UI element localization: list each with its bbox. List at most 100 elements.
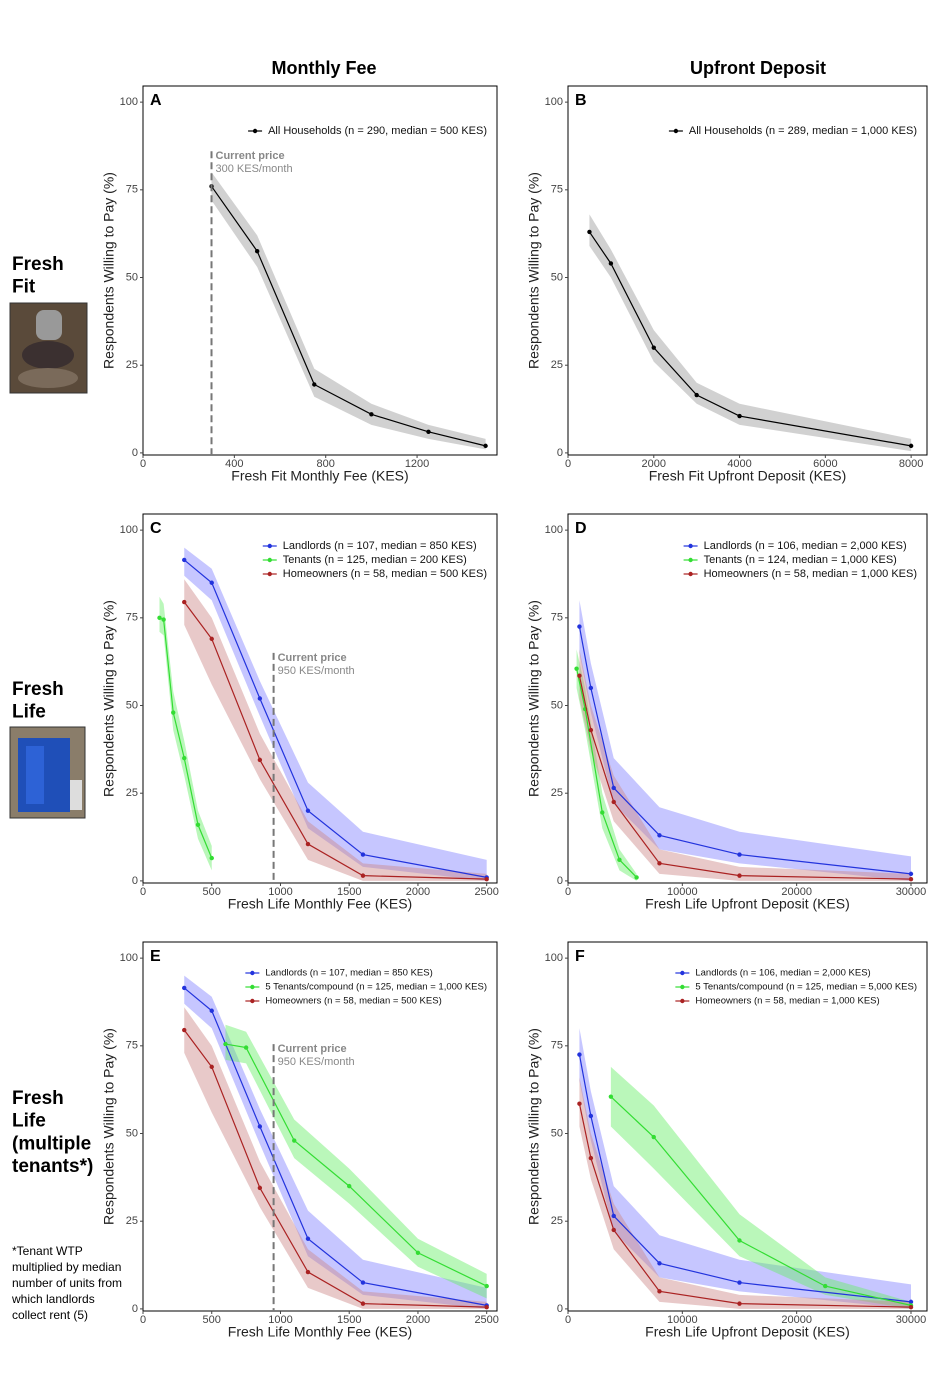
point bbox=[223, 1041, 228, 1047]
y-axis-label: Respondents Willing to Pay (%) bbox=[101, 1028, 117, 1225]
point bbox=[694, 392, 699, 398]
legend: Landlords (n = 107, median = 850 KES) Ten… bbox=[262, 540, 487, 580]
legend-label: Landlords (n = 107, median = 850 KES) bbox=[283, 540, 477, 552]
point bbox=[608, 1094, 614, 1099]
legend: Landlords (n = 106, median = 2,000 KES) 5… bbox=[675, 968, 917, 1007]
column-title: Upfront Deposit bbox=[690, 58, 826, 78]
y-tick-label: 75 bbox=[126, 184, 138, 196]
point bbox=[577, 624, 582, 629]
x-tick-label: 500 bbox=[203, 1314, 221, 1326]
point bbox=[415, 1250, 421, 1255]
legend-label: Homeowners (n = 58, median = 1,000 KES) bbox=[695, 996, 879, 1007]
panel-letter: B bbox=[575, 92, 587, 109]
photo-fresh-life bbox=[9, 726, 86, 819]
point bbox=[587, 229, 592, 235]
x-tick-label: 20000 bbox=[781, 1314, 812, 1326]
y-tick-label: 50 bbox=[126, 271, 138, 283]
plot-frame bbox=[567, 513, 928, 884]
series-line bbox=[183, 1029, 487, 1308]
y-tick-label: 100 bbox=[120, 952, 138, 964]
x-tick-label: 0 bbox=[140, 886, 146, 898]
confidence-band bbox=[576, 649, 637, 881]
legend: All Households (n = 289, median = 1,000 … bbox=[668, 125, 917, 137]
legend-label: Homeowners (n = 58, median = 1,000 KES) bbox=[704, 568, 917, 580]
annotation-text: 950 KES/month bbox=[278, 1056, 355, 1068]
legend-marker bbox=[267, 557, 272, 563]
point bbox=[305, 808, 311, 813]
point bbox=[588, 727, 594, 733]
point bbox=[737, 1280, 742, 1285]
point bbox=[617, 857, 622, 863]
confidence-band bbox=[159, 596, 212, 871]
point bbox=[347, 1183, 352, 1189]
point bbox=[483, 443, 488, 449]
y-tick-label: 0 bbox=[557, 1303, 563, 1315]
annotation-title: Current price bbox=[278, 1043, 347, 1055]
legend-label: All Households (n = 290, median = 500 KE… bbox=[268, 125, 487, 137]
legend-marker bbox=[688, 543, 693, 549]
y-tick-label: 100 bbox=[120, 524, 138, 536]
series-line bbox=[578, 626, 912, 875]
point bbox=[651, 1134, 656, 1140]
point bbox=[254, 249, 260, 254]
point bbox=[657, 833, 662, 838]
y-tick-label: 0 bbox=[132, 447, 138, 459]
point bbox=[305, 841, 311, 847]
point bbox=[823, 1283, 828, 1289]
x-tick-label: 2500 bbox=[474, 886, 498, 898]
point bbox=[182, 755, 187, 761]
legend: All Households (n = 290, median = 500 KE… bbox=[248, 125, 487, 137]
legend-marker bbox=[252, 128, 258, 134]
panel: B 0 25 50 75 100 0 2000 4000 6000 8000 Fresh Fit Up… bbox=[526, 85, 928, 484]
legend-label: All Households (n = 289, median = 1,000 … bbox=[689, 125, 917, 137]
confidence-band bbox=[579, 1028, 911, 1309]
point bbox=[908, 871, 914, 877]
annotation-title: Current price bbox=[278, 652, 347, 664]
series-line bbox=[578, 1103, 912, 1308]
point bbox=[908, 1299, 914, 1305]
footnote: number of units from bbox=[12, 1276, 122, 1290]
point bbox=[360, 852, 366, 857]
annotation-text: 950 KES/month bbox=[278, 665, 355, 677]
point bbox=[737, 1238, 742, 1243]
point bbox=[737, 873, 742, 878]
row-label: Life bbox=[12, 1111, 46, 1132]
point bbox=[737, 413, 742, 419]
point bbox=[182, 557, 187, 563]
y-tick-label: 50 bbox=[126, 699, 138, 711]
y-tick-label: 0 bbox=[132, 1303, 138, 1315]
y-axis-label: Respondents Willing to Pay (%) bbox=[526, 1028, 542, 1225]
x-axis-label: Fresh Life Monthly Fee (KES) bbox=[228, 896, 412, 912]
footnote: collect rent (5) bbox=[12, 1308, 88, 1322]
point bbox=[312, 382, 317, 387]
confidence-band bbox=[610, 1066, 911, 1309]
point bbox=[209, 1064, 214, 1070]
point bbox=[588, 1155, 594, 1161]
annotation-text: 300 KES/month bbox=[216, 163, 293, 175]
point bbox=[588, 1113, 594, 1119]
point bbox=[484, 876, 489, 882]
y-tick-label: 75 bbox=[551, 612, 563, 624]
y-tick-label: 100 bbox=[545, 524, 563, 536]
legend-label: Homeowners (n = 58, median = 500 KES) bbox=[283, 568, 487, 580]
point bbox=[243, 1045, 249, 1050]
row-label: (multiple bbox=[12, 1133, 91, 1154]
x-axis-label: Fresh Life Monthly Fee (KES) bbox=[228, 1324, 412, 1340]
row-label: Life bbox=[12, 702, 46, 723]
plot-frame bbox=[567, 85, 928, 456]
point bbox=[305, 1269, 311, 1275]
legend-label: 5 Tenants/compound (n = 125, median = 5,… bbox=[695, 982, 917, 993]
y-tick-label: 0 bbox=[132, 875, 138, 887]
point bbox=[611, 1227, 616, 1233]
point bbox=[257, 1185, 263, 1191]
point bbox=[257, 1124, 263, 1129]
x-tick-label: 0 bbox=[140, 458, 146, 470]
legend-label: 5 Tenants/compound (n = 125, median = 1,… bbox=[265, 982, 487, 993]
point bbox=[588, 685, 594, 691]
series-line bbox=[183, 987, 487, 1306]
series-line bbox=[588, 231, 912, 447]
legend-marker bbox=[250, 998, 255, 1004]
y-tick-label: 100 bbox=[545, 96, 563, 108]
